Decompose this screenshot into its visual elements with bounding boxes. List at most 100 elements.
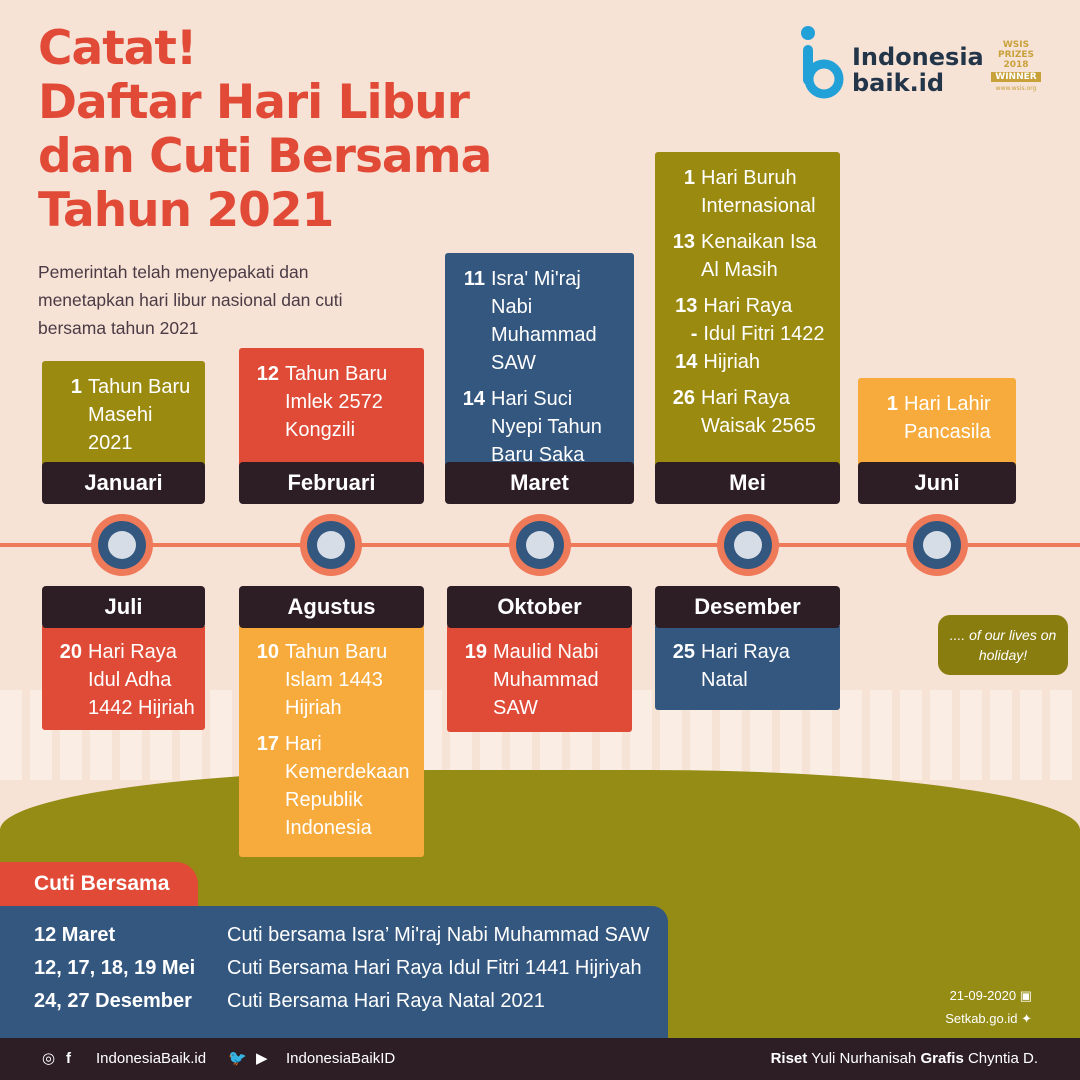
- cuti-row: 12 Maret Cuti bersama Isra’ Mi'raj Nabi M…: [34, 924, 668, 957]
- holiday-name: Hari Raya Waisak 2565: [701, 387, 816, 437]
- holiday-day: 12: [256, 363, 279, 385]
- month-label: Juni: [858, 462, 1016, 504]
- cuti-date: 12 Maret: [34, 924, 116, 946]
- holiday-day: 20: [59, 641, 82, 663]
- node-dot: [526, 531, 554, 559]
- holiday-entry: 19 Maulid Nabi Muhammad SAW: [461, 638, 622, 722]
- month-card-agustus: 10 Tahun Baru Islam 1443 Hijriah 17 Hari Ke…: [239, 626, 424, 857]
- holiday-day: 10: [256, 641, 279, 663]
- timeline-node: [300, 514, 362, 576]
- page-title: Catat! Daftar Hari Libur dan Cuti Bersam…: [38, 21, 492, 238]
- holiday-day: 1: [683, 167, 695, 189]
- youtube-icon[interactable]: ▶: [256, 1050, 268, 1067]
- month-label: Maret: [445, 462, 634, 504]
- month-card-februari: 12 Tahun Baru Imlek 2572 Kongzili: [239, 348, 424, 466]
- award-text: WSIS: [1002, 40, 1030, 50]
- holiday-entry: 12 Tahun Baru Imlek 2572 Kongzili: [253, 360, 414, 444]
- holiday-entry: 26 Hari Raya Waisak 2565: [669, 384, 830, 440]
- social-handle[interactable]: IndonesiaBaik.id: [96, 1050, 207, 1067]
- holiday-entry: 1 Hari Buruh Internasional: [669, 164, 830, 220]
- award-text: www.wsis.org: [995, 85, 1037, 92]
- node-dot: [923, 531, 951, 559]
- holiday-entry: 25 Hari Raya Natal: [669, 638, 830, 694]
- node-dot: [317, 531, 345, 559]
- month-card-oktober: 19 Maulid Nabi Muhammad SAW: [447, 626, 632, 732]
- timeline-node: [91, 514, 153, 576]
- holiday-name: Hari Raya Idul Adha 1442 Hijriah: [88, 641, 195, 719]
- cuti-text: Cuti Bersama Hari Raya Natal 2021: [227, 990, 545, 1012]
- award-text: WINNER: [991, 72, 1041, 82]
- award-text: PRIZES: [997, 50, 1035, 60]
- credit-name: Chyntia D.: [967, 1050, 1038, 1067]
- month-label: Desember: [655, 586, 840, 628]
- month-label: Oktober: [447, 586, 632, 628]
- month-label: Januari: [42, 462, 205, 504]
- holiday-day: 13: [672, 231, 695, 253]
- node-dot: [108, 531, 136, 559]
- month-card-desember: 25 Hari Raya Natal: [655, 626, 840, 710]
- timeline-node: [717, 514, 779, 576]
- speech-bubble: .... of our lives on holiday!: [938, 615, 1068, 675]
- credit-label: Riset: [770, 1050, 808, 1067]
- holiday-name: Tahun Baru Imlek 2572 Kongzili: [285, 363, 388, 441]
- holiday-name: Kenaikan Isa Al Masih: [701, 231, 817, 281]
- holiday-entry: 1 Tahun Baru Masehi 2021: [56, 373, 195, 457]
- holiday-name: Isra' Mi'raj Nabi Muhammad SAW: [491, 268, 597, 374]
- holiday-name: Hari Raya Natal: [701, 641, 790, 691]
- cuti-date: 12, 17, 18, 19 Mei: [34, 957, 196, 979]
- cuti-date: 24, 27 Desember: [34, 990, 192, 1012]
- facebook-icon[interactable]: f: [66, 1050, 71, 1067]
- title-line: Catat!: [38, 21, 197, 76]
- node-dot: [734, 531, 762, 559]
- intro-text: Pemerintah telah menyepakati dan menetap…: [38, 262, 343, 338]
- source-text: Setkab.go.id: [945, 1011, 1018, 1026]
- cuti-row: 24, 27 Desember Cuti Bersama Hari Raya Na…: [34, 990, 668, 1023]
- pin-icon: ✦: [1021, 1011, 1032, 1026]
- holiday-name: Hari Raya Idul Fitri 1422 Hijriah: [703, 295, 825, 373]
- holiday-day: 17: [256, 733, 279, 755]
- holiday-day: 26: [672, 387, 695, 409]
- holiday-entry: 13 Kenaikan Isa Al Masih: [669, 228, 830, 284]
- holiday-day: 1: [886, 393, 898, 415]
- logo-text: Indonesia baik.id: [852, 44, 984, 96]
- timeline-node: [509, 514, 571, 576]
- month-label: Agustus: [239, 586, 424, 628]
- holiday-entry: 20 Hari Raya Idul Adha 1442 Hijriah: [56, 638, 195, 722]
- month-card-maret: 11 Isra' Mi'raj Nabi Muhammad SAW 14 Hari S…: [445, 253, 634, 494]
- holiday-day: 13 - 14: [675, 295, 698, 373]
- title-line: Tahun 2021: [38, 183, 334, 238]
- instagram-icon[interactable]: ◎: [42, 1050, 56, 1067]
- month-label: Juli: [42, 586, 205, 628]
- holiday-name: Tahun Baru Masehi 2021: [88, 376, 191, 454]
- publish-date: 21-09-2020 ▣: [950, 988, 1032, 1004]
- holiday-day: 19: [464, 641, 487, 663]
- holiday-day: 14: [462, 388, 485, 410]
- holiday-name: Hari Lahir Pancasila: [904, 393, 991, 443]
- holiday-name: Tahun Baru Islam 1443 Hijriah: [285, 641, 388, 719]
- credit-label: Grafis: [920, 1050, 964, 1067]
- holiday-name: Hari Kemerdekaan Republik Indonesia: [285, 733, 410, 839]
- social-handle[interactable]: IndonesiaBaikID: [286, 1050, 396, 1067]
- logo-line: baik.id: [852, 69, 945, 97]
- month-card-juli: 20 Hari Raya Idul Adha 1442 Hijriah: [42, 626, 205, 730]
- month-card-mei: 1 Hari Buruh Internasional 13 Kenaikan Isa …: [655, 152, 840, 466]
- cuti-text: Cuti bersama Isra’ Mi'raj Nabi Muhammad …: [227, 924, 650, 946]
- holiday-day: 25: [672, 641, 695, 663]
- holiday-entry: 13 - 14 Hari Raya Idul Fitri 1422 Hijriah: [669, 292, 830, 376]
- twitter-icon[interactable]: 🐦: [228, 1050, 247, 1067]
- source: Setkab.go.id ✦: [945, 1011, 1032, 1027]
- cuti-bersama-heading: Cuti Bersama: [0, 862, 198, 906]
- holiday-name: Hari Buruh Internasional: [701, 167, 816, 217]
- wsis-award-badge: WSIS PRIZES 2018 WINNER www.wsis.org: [985, 40, 1047, 102]
- month-card-januari: 1 Tahun Baru Masehi 2021: [42, 361, 205, 466]
- month-label: Februari: [239, 462, 424, 504]
- title-line: Daftar Hari Libur: [38, 75, 470, 130]
- holiday-name: Maulid Nabi Muhammad SAW: [493, 641, 599, 719]
- date-text: 21-09-2020: [949, 988, 1017, 1003]
- indonesiabaik-logo-icon: [801, 26, 844, 99]
- calendar-icon: ▣: [1019, 988, 1032, 1003]
- holiday-entry: 10 Tahun Baru Islam 1443 Hijriah: [253, 638, 414, 722]
- credits: Riset Yuli Nurhanisah Grafis Chyntia D.: [771, 1038, 1038, 1080]
- logo-line: Indonesia: [852, 43, 984, 71]
- holiday-entry: 17 Hari Kemerdekaan Republik Indonesia: [253, 730, 414, 842]
